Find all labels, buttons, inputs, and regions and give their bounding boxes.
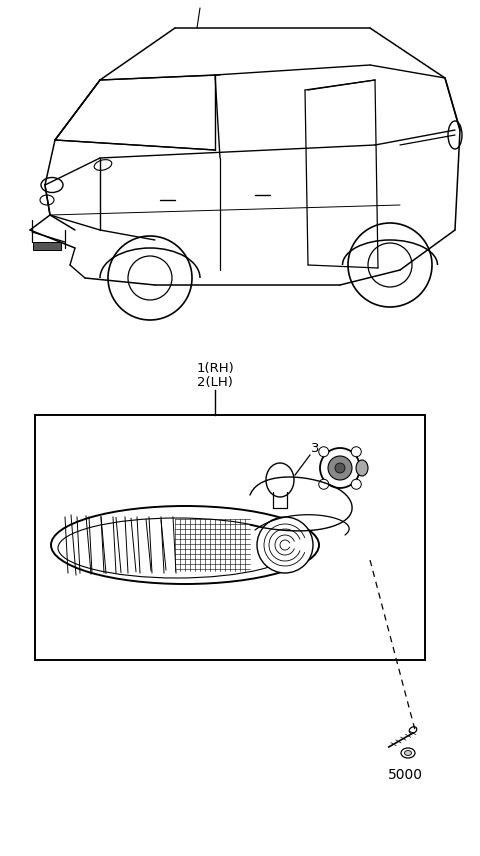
Text: 2(LH): 2(LH) (197, 376, 233, 389)
Bar (35, 415, 425, 660)
Circle shape (351, 447, 361, 457)
Circle shape (351, 479, 361, 490)
Ellipse shape (401, 748, 415, 758)
Ellipse shape (266, 463, 294, 497)
Circle shape (319, 479, 329, 490)
FancyBboxPatch shape (33, 242, 61, 250)
Ellipse shape (409, 727, 417, 734)
Circle shape (328, 456, 352, 480)
Ellipse shape (356, 460, 368, 476)
Text: 3: 3 (311, 442, 319, 455)
Ellipse shape (94, 159, 112, 170)
Ellipse shape (405, 751, 411, 756)
Text: 5000: 5000 (387, 768, 422, 782)
Circle shape (320, 448, 360, 488)
Circle shape (335, 463, 345, 473)
Circle shape (257, 517, 313, 573)
Ellipse shape (51, 506, 319, 584)
Circle shape (319, 447, 329, 457)
Text: 1(RH): 1(RH) (196, 361, 234, 375)
